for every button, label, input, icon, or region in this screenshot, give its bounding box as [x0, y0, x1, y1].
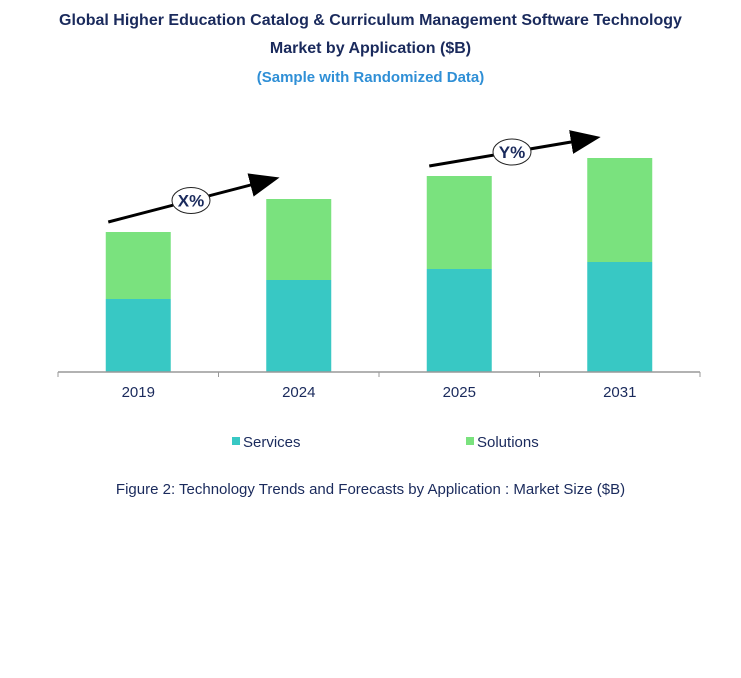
- growth-label: Y%: [499, 143, 525, 162]
- x-tick-label: 2031: [603, 384, 636, 401]
- legend-label-solutions: Solutions: [477, 434, 539, 451]
- chart-title-line2: Market by Application ($B): [269, 40, 472, 57]
- legend-swatch-solutions: [466, 437, 474, 445]
- x-tick-label: 2024: [282, 384, 315, 401]
- bar-services-2024: [266, 280, 332, 372]
- legend-label-services: Services: [243, 434, 301, 451]
- x-tick-label: 2025: [443, 384, 476, 401]
- growth-label: X%: [178, 192, 204, 211]
- bar-solutions-2019: [105, 232, 171, 299]
- bar-solutions-2025: [426, 176, 492, 269]
- chart-title-line1: Global Higher Education Catalog & Curric…: [59, 12, 682, 29]
- bar-solutions-2024: [266, 199, 332, 280]
- bar-services-2019: [105, 299, 171, 372]
- growth-label-bubble: [171, 187, 211, 214]
- growth-label-bubble: [492, 138, 532, 166]
- bar-solutions-2031: [587, 158, 653, 262]
- bar-services-2031: [587, 262, 653, 372]
- bar-services-2025: [426, 269, 492, 372]
- x-tick-label: 2019: [122, 384, 155, 401]
- figure-caption: Figure 2: Technology Trends and Forecast…: [115, 481, 626, 498]
- chart-subtitle: (Sample with Randomized Data): [256, 69, 485, 86]
- legend-swatch-services: [232, 437, 240, 445]
